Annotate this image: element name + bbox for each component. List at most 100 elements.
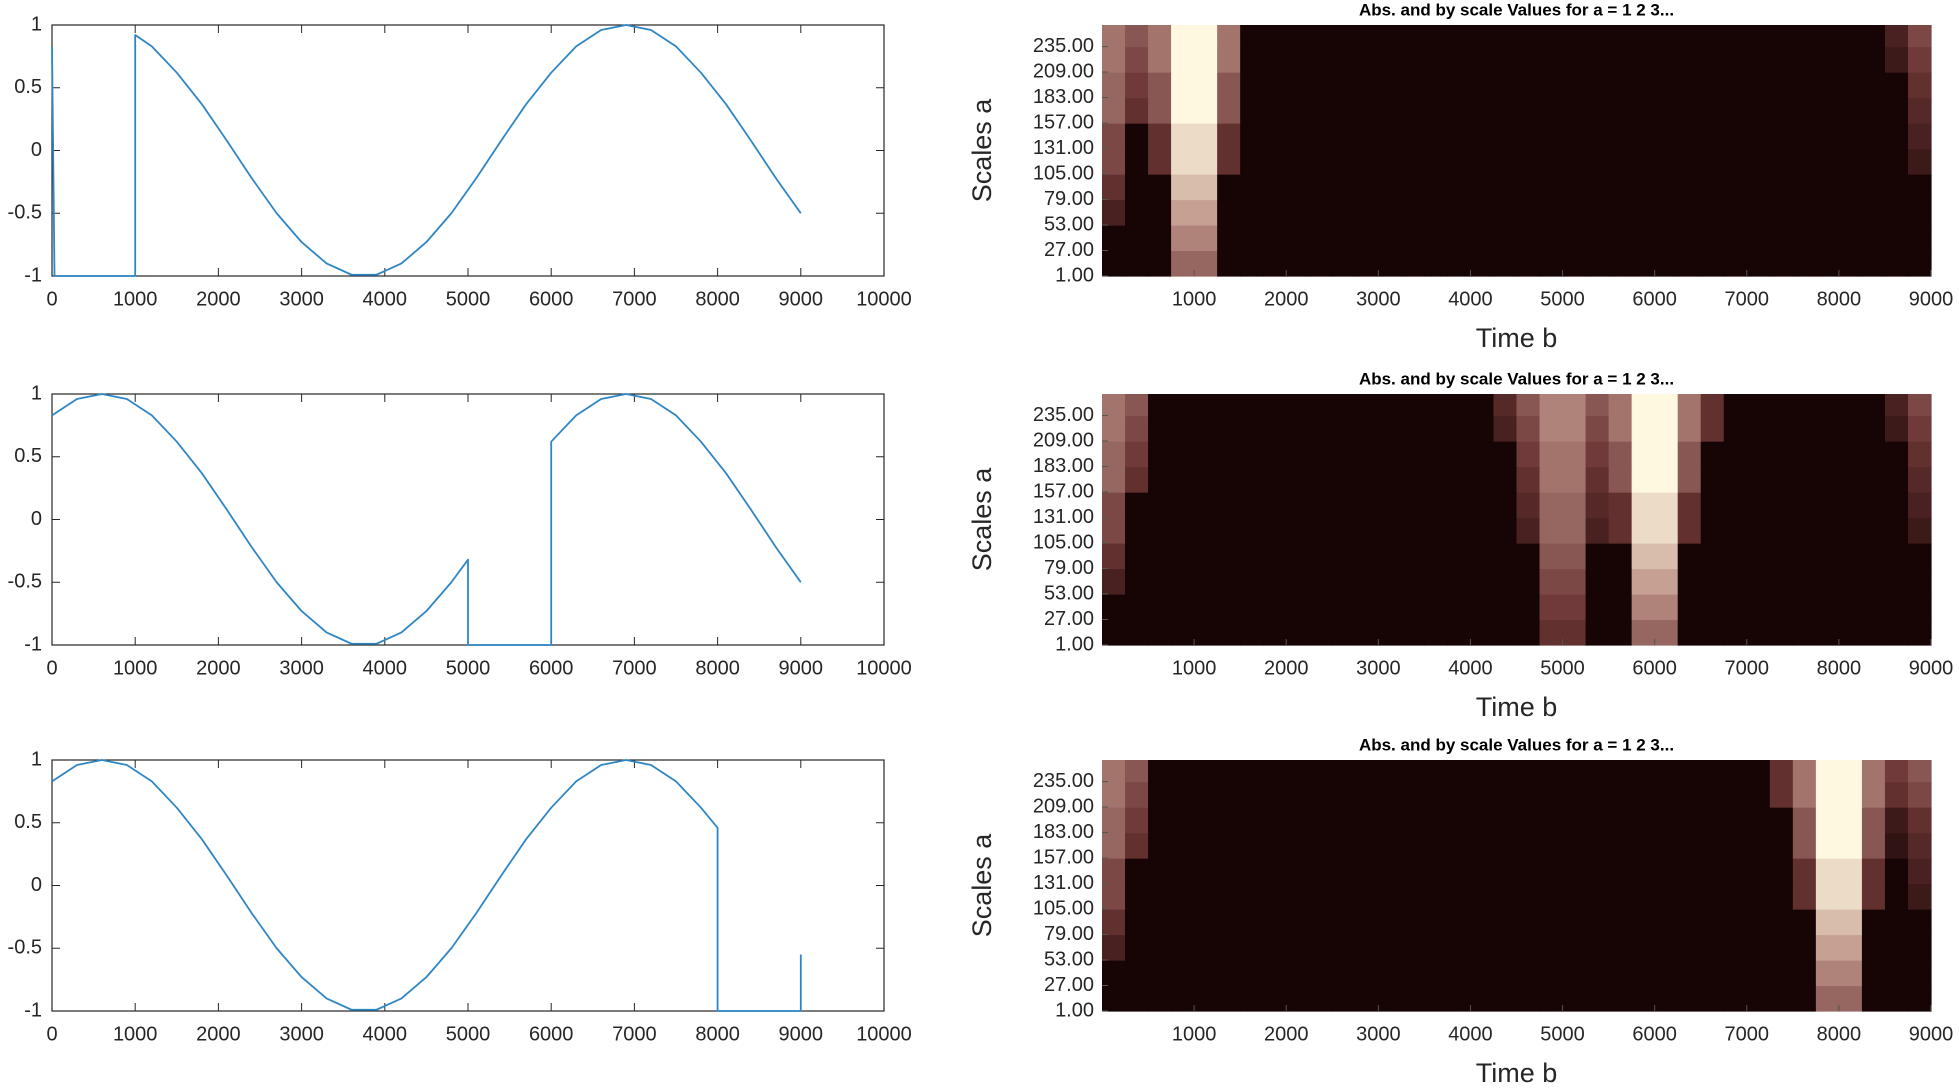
cell: [1746, 441, 1771, 468]
cell: [1792, 760, 1817, 783]
cell: [1815, 619, 1840, 646]
cell: [1148, 594, 1172, 621]
cell: [1194, 97, 1218, 124]
cell: [1539, 781, 1564, 808]
cell: [1217, 517, 1241, 544]
cell: [1286, 394, 1310, 417]
cell: [1907, 517, 1932, 544]
cell: [1148, 46, 1172, 73]
cell: [1516, 985, 1541, 1012]
cell: [1608, 619, 1633, 646]
cell: [1884, 594, 1909, 621]
cell: [1470, 960, 1495, 987]
x-tick-label: 9000: [779, 657, 824, 679]
cell: [1355, 807, 1379, 834]
cell: [1102, 781, 1126, 808]
cell: [1723, 72, 1748, 99]
cell: [1838, 492, 1863, 519]
cell: [1562, 46, 1587, 73]
cell: [1861, 174, 1886, 201]
cell: [1792, 199, 1817, 226]
cell: [1332, 619, 1356, 646]
cell: [1677, 960, 1702, 987]
x-tick-label: 1000: [113, 288, 158, 310]
cell: [1769, 97, 1794, 124]
cell: [1378, 250, 1402, 277]
cell: [1493, 25, 1518, 48]
cell: [1815, 72, 1840, 99]
cell: [1815, 909, 1840, 936]
cell: [1355, 250, 1379, 277]
cell: [1309, 883, 1333, 910]
cell: [1194, 46, 1218, 73]
cell: [1102, 46, 1126, 73]
cell: [1424, 25, 1449, 48]
cell: [1332, 909, 1356, 936]
cell: [1585, 883, 1610, 910]
y-tick-label: 27.00: [1044, 974, 1094, 996]
cell: [1723, 174, 1748, 201]
cell: [1286, 25, 1310, 48]
cell: [1539, 415, 1564, 442]
y-tick-label: 157.00: [1033, 111, 1094, 133]
cell: [1378, 760, 1402, 783]
cell: [1447, 934, 1472, 961]
cell: [1838, 568, 1863, 595]
x-tick-label: 5000: [446, 657, 491, 679]
cell: [1516, 25, 1541, 48]
cell: [1539, 148, 1564, 175]
cell: [1332, 517, 1356, 544]
cell: [1792, 46, 1817, 73]
cell: [1148, 517, 1172, 544]
cell: [1654, 619, 1679, 646]
cell: [1102, 934, 1126, 961]
cell: [1884, 72, 1909, 99]
cell: [1631, 25, 1656, 48]
cell: [1907, 619, 1932, 646]
cell: [1838, 250, 1863, 277]
cell: [1148, 250, 1172, 277]
cell: [1723, 832, 1748, 859]
cell: [1263, 909, 1287, 936]
cell: [1332, 466, 1356, 493]
cell: [1654, 415, 1679, 442]
cell: [1723, 517, 1748, 544]
cell: [1194, 25, 1218, 48]
cell: [1194, 832, 1218, 859]
y-tick-label: 27.00: [1044, 608, 1094, 630]
cell: [1447, 960, 1472, 987]
cell: [1585, 148, 1610, 175]
cell: [1401, 72, 1425, 99]
cell: [1493, 934, 1518, 961]
cell: [1401, 466, 1425, 493]
cell: [1102, 123, 1126, 150]
cell: [1217, 543, 1241, 570]
cell: [1861, 46, 1886, 73]
cell: [1286, 517, 1310, 544]
cell: [1102, 883, 1126, 910]
y-tick-label: 0.5: [14, 76, 42, 98]
cell: [1309, 492, 1333, 519]
cell: [1907, 543, 1932, 570]
cell: [1815, 960, 1840, 987]
cell: [1700, 466, 1725, 493]
cell: [1447, 568, 1472, 595]
cell: [1447, 250, 1472, 277]
cell: [1102, 394, 1126, 417]
cell: [1654, 123, 1679, 150]
x-tick-label: 8000: [1817, 1023, 1862, 1045]
cell: [1631, 492, 1656, 519]
cell: [1355, 492, 1379, 519]
cell: [1654, 517, 1679, 544]
y-tick-label: 235.00: [1033, 35, 1094, 57]
cell: [1240, 250, 1264, 277]
cell: [1838, 466, 1863, 493]
cell: [1792, 543, 1817, 570]
cell: [1861, 225, 1886, 252]
x-tick-label: 4000: [1448, 657, 1493, 679]
cell: [1332, 594, 1356, 621]
cell: [1148, 858, 1172, 885]
cell: [1677, 832, 1702, 859]
cell: [1907, 148, 1932, 175]
cell: [1585, 909, 1610, 936]
